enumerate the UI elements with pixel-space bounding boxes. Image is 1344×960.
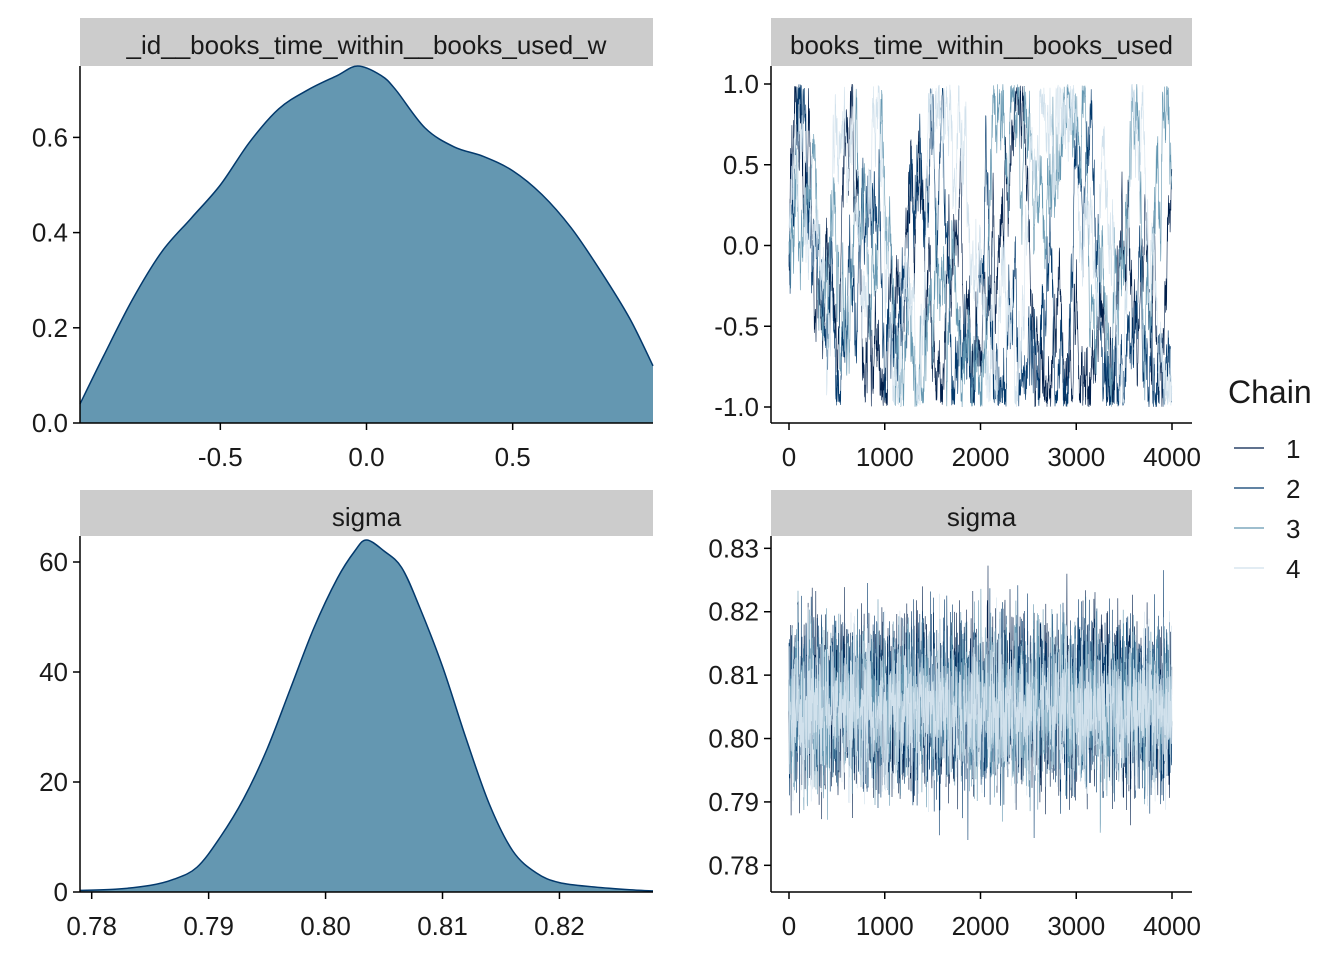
y-ticks: 0.0 0.2 0.4 0.6: [32, 122, 80, 438]
strip-label: _id__books_time_within__books_used_w: [126, 30, 607, 60]
strip-label: sigma: [947, 502, 1017, 532]
x-tick-label: 1000: [856, 442, 914, 472]
density-curve: [79, 539, 654, 892]
x-tick-label: 4000: [1143, 911, 1201, 941]
strip-background: [771, 18, 1192, 66]
y-tick-label: 0.79: [708, 787, 759, 817]
x-tick-label: 0: [782, 911, 796, 941]
y-tick-label: 0.81: [708, 660, 759, 690]
y-tick-label: 0.0: [32, 408, 68, 438]
density-area: [80, 66, 653, 423]
trace-panel-bottom: sigma 0 1000 2000 3000 4000 0.78 0.79 0.80 0.81…: [708, 490, 1201, 941]
density-panel-bottom: sigma 0.78 0.79 0.80 0.81 0.82 0 20 40 60: [39, 490, 654, 941]
x-tick-label: 0.81: [417, 911, 468, 941]
strip-background: [80, 490, 653, 536]
y-tick-label: 0.78: [708, 850, 759, 880]
trace-panel-top: books_time_within__books_used 0 1000 2000 3…: [714, 18, 1201, 472]
x-tick-label: 4000: [1143, 442, 1201, 472]
x-ticks: -0.5 0.0 0.5: [198, 423, 531, 472]
y-tick-label: 0.0: [723, 231, 759, 261]
y-tick-label: 0.82: [708, 597, 759, 627]
legend-label-chain-1: 1: [1286, 434, 1300, 464]
y-tick-label: 60: [39, 547, 68, 577]
x-tick-label: 1000: [856, 911, 914, 941]
y-ticks: -1.0 -0.5 0.0 0.5 1.0: [714, 69, 771, 422]
chain-4-trace: [788, 84, 1173, 407]
y-tick-label: 40: [39, 657, 68, 687]
x-tick-label: 0.82: [534, 911, 585, 941]
y-tick-label: 0.83: [708, 533, 759, 563]
y-tick-label: 0.4: [32, 218, 68, 248]
y-tick-label: 0.6: [32, 122, 68, 152]
trace-marks: [788, 565, 1173, 841]
chain-2-trace: [788, 84, 1173, 408]
chain-4-trace: [788, 593, 1173, 813]
legend-label-chain-2: 2: [1286, 474, 1300, 504]
strip-clip: _id__books_time_within__books_used_w: [126, 30, 607, 60]
legend: Chain 1 2 3 4: [1228, 374, 1312, 584]
x-ticks: 0.78 0.79 0.80 0.81 0.82: [66, 892, 585, 941]
y-tick-label: -0.5: [714, 311, 759, 341]
x-tick-label: 0.80: [300, 911, 351, 941]
density-area: [80, 540, 653, 892]
x-tick-label: 0.5: [495, 442, 531, 472]
y-ticks: 0.78 0.79 0.80 0.81 0.82 0.83: [708, 533, 771, 880]
strip-label: books_time_within__books_used: [790, 30, 1173, 60]
density-curve: [79, 65, 654, 405]
x-tick-label: 2000: [952, 911, 1010, 941]
legend-label-chain-3: 3: [1286, 514, 1300, 544]
x-ticks: 0 1000 2000 3000 4000: [782, 892, 1201, 941]
strip-background: [80, 18, 653, 66]
x-tick-label: 0: [782, 442, 796, 472]
legend-title: Chain: [1228, 374, 1312, 410]
trace-marks: [788, 84, 1173, 408]
x-tick-label: 2000: [952, 442, 1010, 472]
chain-3-trace: [788, 84, 1173, 408]
x-ticks: 0 1000 2000 3000 4000: [782, 423, 1201, 472]
legend-label-chain-4: 4: [1286, 554, 1300, 584]
y-tick-label: 0.5: [723, 150, 759, 180]
x-tick-label: 0.0: [348, 442, 384, 472]
y-tick-label: 0.2: [32, 313, 68, 343]
y-tick-label: 1.0: [723, 69, 759, 99]
y-tick-label: 0: [54, 877, 68, 907]
density-panel-top: _id__books_time_within__books_used_w -0.…: [32, 18, 654, 472]
x-tick-label: -0.5: [198, 442, 243, 472]
legend-items: 1 2 3 4: [1234, 434, 1300, 584]
x-tick-label: 0.78: [66, 911, 117, 941]
y-tick-label: 20: [39, 767, 68, 797]
density-marks: [79, 65, 654, 423]
strip-label: sigma: [332, 502, 402, 532]
strip-clip: books_time_within__books_used: [790, 30, 1173, 60]
x-tick-label: 3000: [1047, 911, 1105, 941]
strip-background: [771, 490, 1192, 536]
y-tick-label: 0.80: [708, 724, 759, 754]
x-tick-label: 3000: [1047, 442, 1105, 472]
y-tick-label: -1.0: [714, 392, 759, 422]
y-ticks: 0 20 40 60: [39, 547, 80, 907]
density-marks: [79, 539, 654, 892]
x-tick-label: 0.79: [183, 911, 234, 941]
